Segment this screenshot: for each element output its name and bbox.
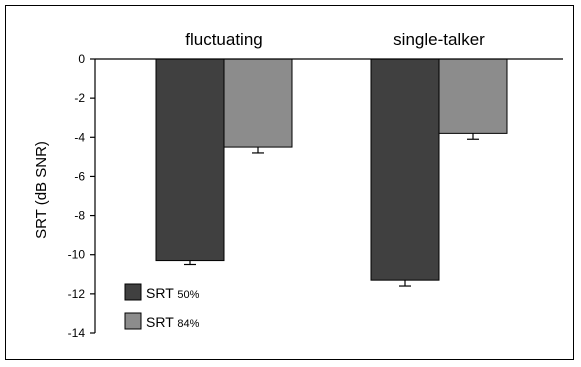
category-label: single-talker (393, 30, 485, 49)
legend: SRT 50% SRT 84% (124, 283, 200, 330)
category-label: fluctuating (185, 30, 263, 49)
legend-swatch (124, 283, 142, 301)
y-tick-label: -4 (74, 130, 85, 144)
y-tick-label: -8 (74, 209, 85, 223)
y-tick-label: -6 (74, 169, 85, 183)
bar (438, 58, 508, 134)
y-tick-label: -10 (68, 248, 86, 262)
y-tick-label: -14 (68, 326, 86, 340)
bars (95, 58, 563, 287)
y-tick-label: -12 (68, 287, 86, 301)
y-axis: 0 -2 -4 -6 -8 -10 -12 -14 (68, 52, 96, 340)
bar (223, 58, 293, 148)
y-axis-title: SRT (dB SNR) (33, 141, 50, 239)
y-tick-label: -2 (74, 91, 85, 105)
category-labels: fluctuating single-talker (185, 30, 485, 49)
y-tick-label: 0 (78, 52, 85, 66)
legend-swatch (124, 312, 142, 330)
bar (370, 58, 440, 281)
legend-label: SRT 50% (146, 285, 200, 301)
bar (155, 58, 225, 262)
legend-label: SRT 84% (146, 314, 200, 330)
